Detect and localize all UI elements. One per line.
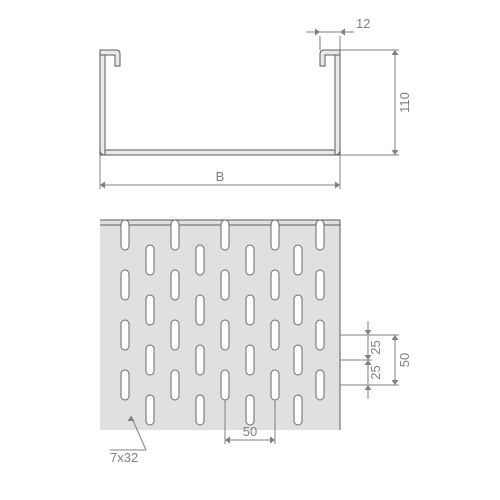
slot — [271, 220, 279, 250]
slot — [146, 245, 154, 275]
dim-label: 110 — [397, 92, 412, 113]
slot — [121, 220, 129, 250]
slot — [221, 320, 229, 350]
slot — [146, 345, 154, 375]
slot — [121, 320, 129, 350]
slot — [246, 245, 254, 275]
slot — [294, 295, 302, 325]
slot — [316, 370, 324, 400]
slot — [146, 295, 154, 325]
slot — [196, 295, 204, 325]
slot — [171, 370, 179, 400]
slot — [294, 345, 302, 375]
slot — [294, 395, 302, 425]
slot — [171, 320, 179, 350]
slot — [271, 270, 279, 300]
dim-label: 25 — [368, 340, 383, 354]
slot — [221, 220, 229, 250]
slot — [146, 395, 154, 425]
slot — [246, 345, 254, 375]
slot — [246, 395, 254, 425]
slot — [121, 370, 129, 400]
slot — [196, 345, 204, 375]
slot — [196, 395, 204, 425]
slot — [294, 245, 302, 275]
dim-label: 12 — [356, 16, 370, 31]
slot — [246, 295, 254, 325]
slot — [316, 320, 324, 350]
slot-size-label: 7x32 — [110, 450, 138, 465]
slot — [171, 220, 179, 250]
slot — [171, 270, 179, 300]
dim-label: 25 — [368, 365, 383, 379]
dim-label: B — [216, 169, 225, 184]
perforated-plate — [100, 220, 340, 450]
slot — [316, 220, 324, 250]
dim-label: 50 — [243, 424, 257, 439]
slot — [121, 270, 129, 300]
slot — [196, 245, 204, 275]
slot — [316, 270, 324, 300]
dim-label: 50 — [397, 353, 412, 367]
slot — [271, 320, 279, 350]
profile-section — [100, 50, 340, 155]
slot — [221, 270, 229, 300]
slot — [271, 370, 279, 400]
slot — [221, 370, 229, 400]
